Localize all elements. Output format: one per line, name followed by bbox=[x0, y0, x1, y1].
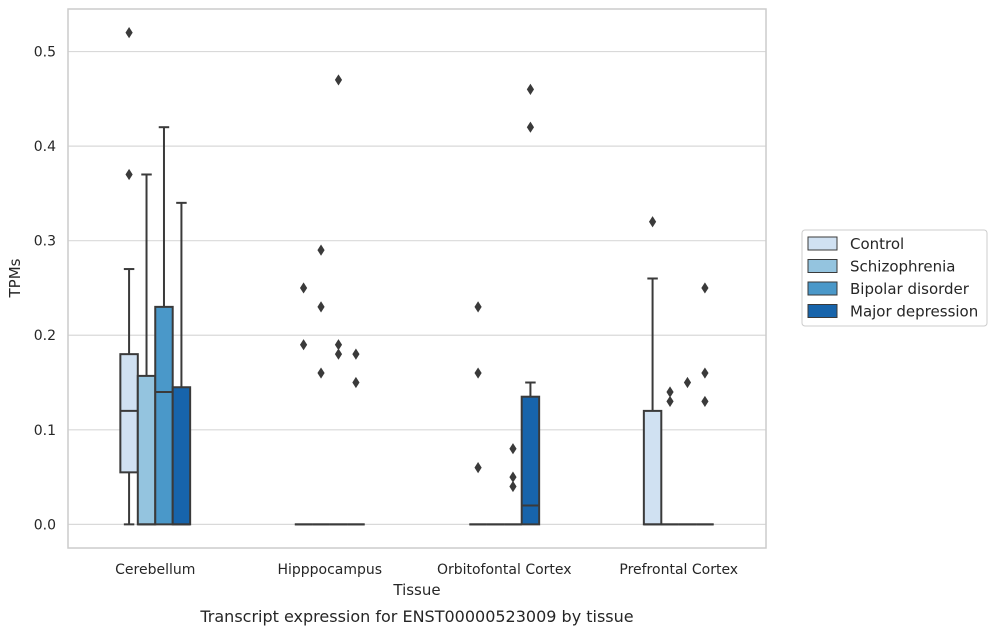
outlier-point bbox=[701, 367, 709, 379]
outlier-point bbox=[317, 244, 325, 256]
x-axis-ticks: Cerebellum Hipppocampus Orbitofontal Corte… bbox=[115, 562, 738, 578]
box bbox=[154, 305, 174, 526]
outlier-point bbox=[317, 367, 325, 379]
x-tick-label: Orbitofontal Cortex bbox=[437, 562, 572, 578]
outlier-point bbox=[299, 339, 308, 351]
legend-frame bbox=[801, 229, 988, 327]
box-plot-item bbox=[696, 282, 714, 526]
box-plot-item bbox=[520, 83, 541, 526]
box bbox=[642, 409, 663, 526]
box-plot-item bbox=[661, 386, 679, 526]
outlier-point bbox=[701, 282, 709, 294]
outlier-point bbox=[125, 27, 133, 39]
box-plot-item bbox=[119, 27, 139, 526]
legend-label: Control bbox=[850, 235, 904, 253]
outlier-point bbox=[509, 480, 517, 493]
outlier-point bbox=[683, 376, 692, 389]
box-plot-item bbox=[504, 443, 522, 526]
legend: Control Schizophrenia Bipolar disorder Majo… bbox=[801, 229, 988, 327]
box-plot-item bbox=[136, 173, 157, 526]
box-plot-item bbox=[312, 244, 330, 526]
outlier-point bbox=[701, 395, 709, 408]
outlier-point bbox=[474, 367, 482, 379]
box bbox=[171, 386, 192, 526]
legend-swatch bbox=[807, 304, 838, 318]
y-tick-label: 0.1 bbox=[34, 423, 56, 439]
box-plot-item bbox=[678, 376, 697, 526]
box-plot-item bbox=[171, 201, 192, 526]
box bbox=[520, 395, 541, 526]
legend-swatch bbox=[807, 259, 838, 273]
y-tick-label: 0.0 bbox=[34, 517, 56, 533]
x-axis-title: Tissue bbox=[392, 581, 440, 599]
box-plot-series bbox=[119, 27, 714, 526]
outlier-point bbox=[352, 376, 360, 389]
box bbox=[119, 353, 139, 474]
box-plot-item bbox=[329, 74, 348, 526]
y-tick-label: 0.3 bbox=[34, 234, 56, 250]
outlier-point bbox=[299, 282, 308, 294]
outlier-point bbox=[352, 348, 360, 360]
box bbox=[136, 374, 157, 526]
legend-label: Schizophrenia bbox=[850, 258, 955, 276]
y-tick-label: 0.5 bbox=[34, 45, 56, 61]
y-tick-label: 0.2 bbox=[34, 328, 56, 344]
outlier-point bbox=[317, 301, 325, 313]
legend-swatch bbox=[807, 281, 838, 296]
x-tick-label: Hipppocampus bbox=[277, 562, 382, 578]
box-plot-item bbox=[347, 348, 365, 526]
legend-label: Bipolar disorder bbox=[850, 280, 970, 298]
y-axis-ticks: 0.0 0.1 0.2 0.3 0.4 0.5 bbox=[34, 45, 56, 534]
legend-label: Major depression bbox=[850, 303, 978, 321]
outlier-point bbox=[125, 168, 133, 181]
outlier-point bbox=[666, 386, 674, 398]
chart-caption: Transcript expression for ENST0000052300… bbox=[199, 607, 633, 626]
box-plot-item bbox=[642, 216, 663, 526]
outlier-point bbox=[666, 395, 674, 408]
plot-area-frame bbox=[67, 8, 767, 549]
x-tick-label: Prefrontal Cortex bbox=[619, 562, 738, 578]
outlier-point bbox=[474, 301, 482, 313]
box-plot-item bbox=[154, 126, 174, 526]
outlier-point bbox=[526, 121, 535, 133]
box-plot-item bbox=[469, 301, 487, 526]
y-tick-label: 0.4 bbox=[34, 139, 56, 155]
x-tick-label: Cerebellum bbox=[115, 562, 195, 578]
outlier-point bbox=[474, 462, 482, 474]
outlier-point bbox=[509, 443, 517, 455]
outlier-point bbox=[334, 74, 343, 86]
legend-swatch bbox=[807, 236, 838, 251]
outlier-point bbox=[509, 471, 517, 483]
outlier-point bbox=[648, 216, 657, 228]
outlier-point bbox=[526, 83, 535, 95]
outlier-point bbox=[334, 339, 343, 351]
outlier-point bbox=[334, 348, 343, 360]
box-plot-item bbox=[294, 282, 313, 526]
y-axis-title: TPMs bbox=[6, 258, 24, 298]
